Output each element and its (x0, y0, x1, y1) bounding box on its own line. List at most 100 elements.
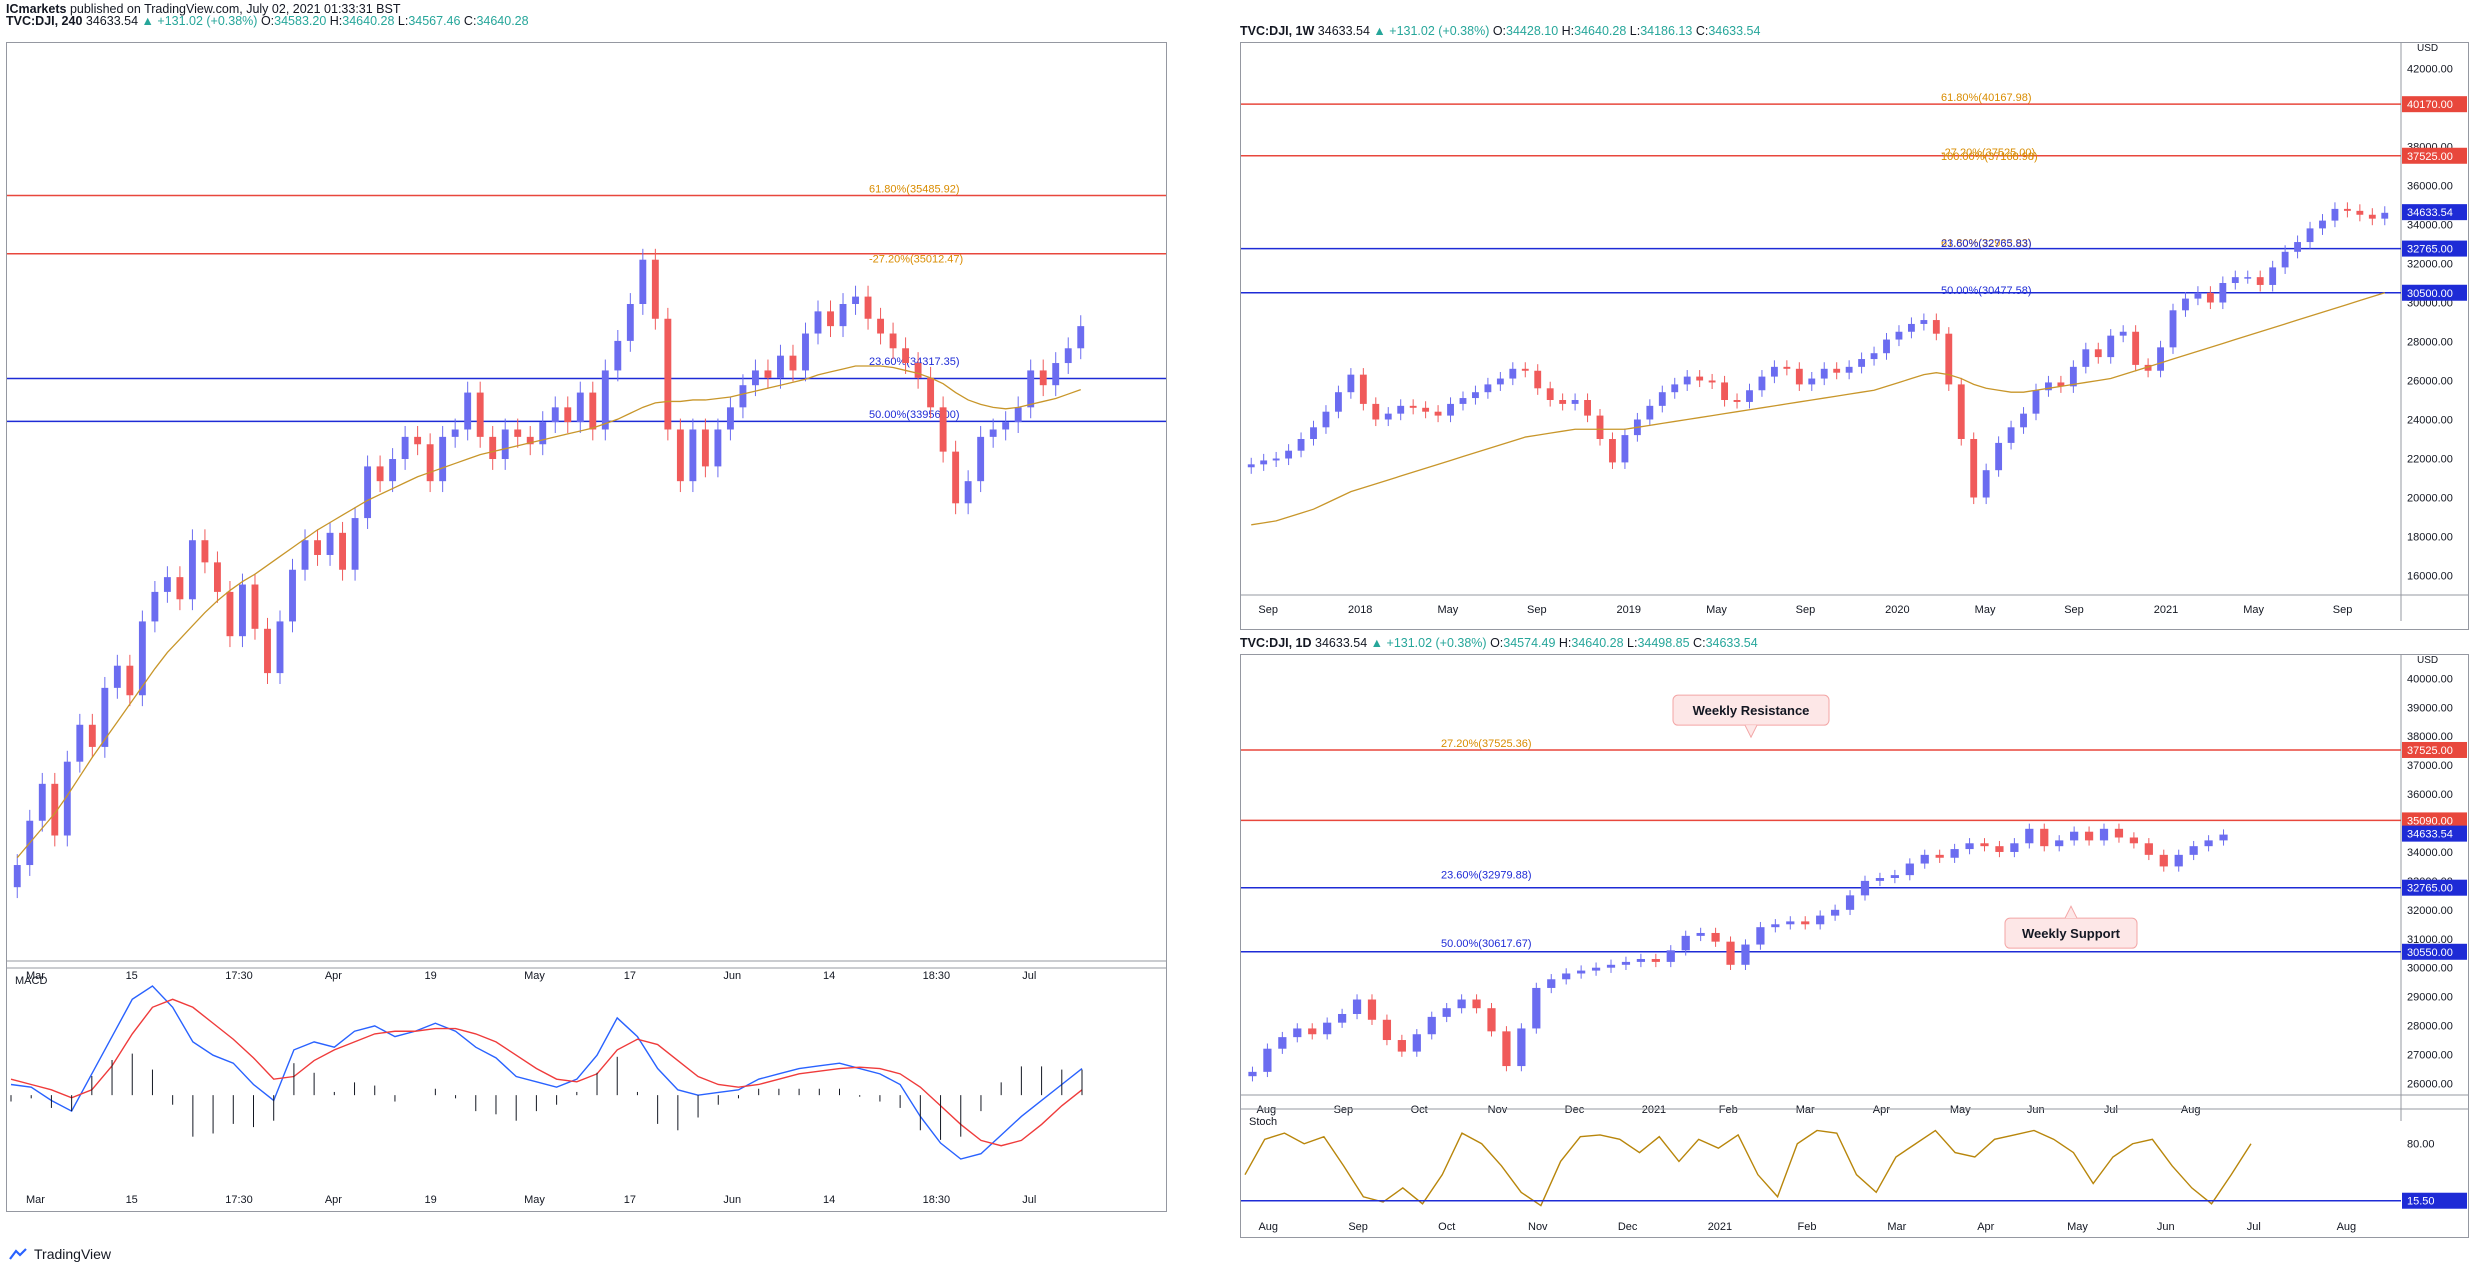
y-tick-label: 38000.00 (2407, 731, 2453, 743)
weekly-chart-panel[interactable]: 42000.0040000.0038000.0036000.0034000.00… (1240, 42, 2469, 630)
x-tick-label: 2021 (2154, 604, 2178, 616)
candle-body (2231, 277, 2239, 283)
candle-body (1584, 400, 1591, 416)
candle-body (1285, 450, 1293, 459)
moving-average-line (16, 365, 1081, 859)
candle-body (1696, 932, 1705, 936)
candle-body (13, 865, 21, 888)
candle-body (2182, 298, 2189, 311)
candle-body (1950, 849, 1959, 858)
candle-body (489, 436, 497, 460)
x-tick-label: May (1706, 604, 1727, 616)
candle-body (2194, 292, 2202, 299)
tradingview-brand[interactable]: TradingView (8, 1246, 111, 1262)
candle-body (176, 577, 184, 600)
candle-body (1027, 370, 1035, 408)
y-tick-label: 42000.00 (2407, 64, 2453, 76)
candle-body (214, 562, 221, 592)
x-tick-label: Mar (1796, 1104, 1815, 1116)
x-tick-label: Sep (1334, 1104, 1354, 1116)
candle-body (601, 370, 609, 430)
candle-body (1278, 1037, 1287, 1049)
candle-body (839, 303, 847, 327)
candle-body (989, 429, 997, 437)
last-price-label: 34633.54 (2407, 207, 2453, 219)
high-value-daily: 34640.28 (1571, 636, 1624, 650)
candle-body (51, 783, 59, 836)
x-tick-label: May (2243, 604, 2264, 616)
candle-body (1546, 388, 1554, 400)
moving-average-line (1251, 292, 2385, 526)
candle-body (789, 355, 797, 371)
candle-body (952, 451, 960, 504)
x-tick-label: Aug (1257, 1104, 1277, 1116)
support-price-badge (2402, 879, 2467, 896)
candle-body (1795, 368, 1803, 385)
candle-body (264, 628, 271, 674)
candle-body (201, 540, 209, 563)
x-tick-label-bottom: Mar (26, 1194, 45, 1206)
candle-body (451, 429, 459, 437)
y-tick-label: 32000.00 (2407, 905, 2453, 917)
x-tick-label: Jun (723, 970, 741, 982)
left-chart-svg[interactable]: 36400.0036200.0036000.0035800.0035600.00… (7, 43, 1166, 1211)
resistance-price-badge (2402, 741, 2467, 758)
y-tick-label: 80.00 (2407, 1139, 2435, 1151)
candle-body (1651, 959, 1660, 962)
change-value: ▲ +131.02 (+0.38%) (141, 14, 258, 28)
support-price-badge (2402, 943, 2467, 960)
x-tick-label: Sep (1796, 604, 1816, 616)
candle-body (2032, 390, 2040, 414)
candle-body (1746, 390, 1753, 402)
candle-body (1367, 999, 1377, 1020)
low-value-daily: 34498.85 (1637, 636, 1690, 650)
candle-body (2157, 347, 2164, 371)
candle-body (814, 311, 822, 334)
weekly-chart-svg[interactable]: 42000.0040000.0038000.0036000.0034000.00… (1241, 43, 2468, 629)
candle-body (2129, 837, 2139, 844)
x-tick-label-bottom: Jul (1022, 1194, 1036, 1206)
candle-body (551, 407, 559, 423)
candle-body (1457, 999, 1466, 1009)
y-tick-label: 29000.00 (2407, 992, 2453, 1004)
open-value: 34583.20 (274, 14, 327, 28)
candle-body (589, 392, 597, 430)
high-value-weekly: 34640.28 (1574, 24, 1627, 38)
x-tick-label: 18:30 (923, 970, 951, 982)
candle-body (2331, 208, 2339, 221)
candle-body (1534, 370, 1542, 389)
candle-body (1064, 348, 1072, 364)
daily-chart-panel[interactable]: 40000.00 39000.00 38000.00 37000.00 36000.00… (1240, 654, 2469, 1238)
callout-label: Weekly Support (2022, 926, 2121, 941)
candle-body (38, 783, 46, 821)
candle-body (1696, 376, 1704, 381)
candle-body (2306, 228, 2314, 243)
x-tick-label: Apr (1873, 1104, 1890, 1116)
candle-body (1434, 411, 1442, 416)
candle-body (1870, 353, 1878, 360)
oversold-badge (2402, 1192, 2467, 1209)
candle-body (1532, 987, 1541, 1029)
callout-pointer (1744, 724, 1758, 739)
candle-body (1945, 333, 1953, 385)
x-tick-label: Sep (2333, 604, 2353, 616)
candle-body (1965, 843, 1974, 850)
candle-body (1741, 944, 1750, 965)
candle-body (1820, 368, 1828, 379)
candle-body (1756, 927, 1765, 945)
x-tick-label: Aug (2181, 1104, 2201, 1116)
x-tick-label: Sep (2064, 604, 2084, 616)
candle-body (2206, 292, 2214, 303)
candle-body (1980, 843, 1989, 847)
x-tick-label: May (1975, 604, 1996, 616)
resistance-price-badge (2402, 96, 2467, 113)
candle-body (339, 532, 346, 570)
candle-body (101, 687, 109, 747)
candle-body (827, 311, 834, 327)
candle-body (651, 259, 659, 319)
daily-chart-svg[interactable]: 40000.00 39000.00 38000.00 37000.00 36000.00… (1241, 655, 2468, 1237)
left-chart-panel[interactable]: 36400.0036200.0036000.0035800.0035600.00… (6, 42, 1167, 1212)
indicator-title: Stoch (1249, 1116, 1277, 1128)
candle-body (1409, 405, 1417, 408)
candle-body (1484, 384, 1492, 393)
